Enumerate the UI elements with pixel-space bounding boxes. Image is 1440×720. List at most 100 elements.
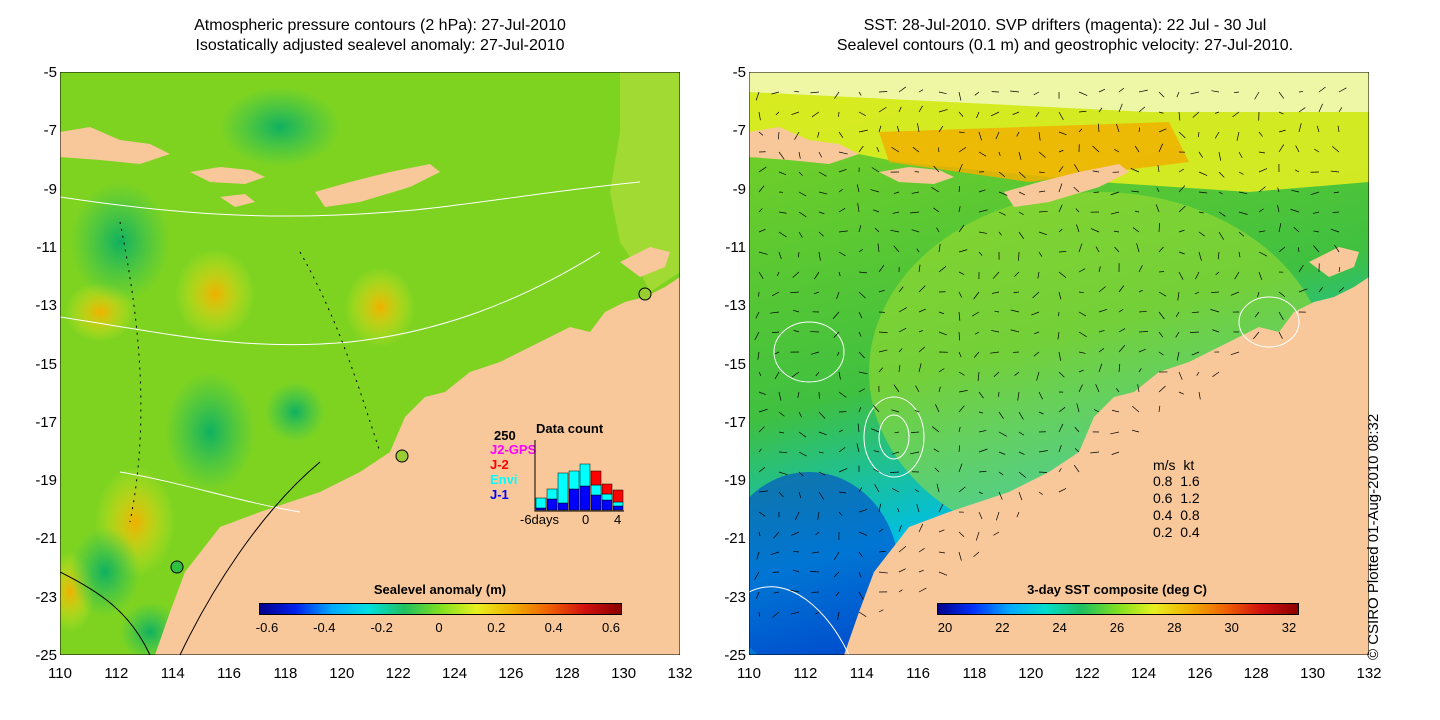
- velocity-arrow: [1035, 111, 1040, 118]
- velocity-arrow: [778, 231, 787, 238]
- velocity-arrow: [1195, 271, 1200, 280]
- velocity-arrow: [755, 591, 760, 599]
- velocity-arrow: [898, 327, 907, 333]
- velocity-arrow: [758, 408, 768, 413]
- velocity-arrow: [1076, 403, 1080, 413]
- latitude-tick-label: -23: [724, 588, 746, 606]
- latitude-tick-label: -11: [725, 238, 746, 256]
- velocity-arrow: [995, 131, 1000, 140]
- velocity-arrow: [1138, 331, 1148, 333]
- velocity-arrow: [838, 491, 847, 494]
- velocity-arrow: [1178, 251, 1185, 255]
- velocity-arrow: [1158, 405, 1161, 413]
- velocity-arrow: [878, 367, 884, 373]
- colorbar-tick-label: -0.2: [370, 620, 393, 635]
- velocity-arrow: [1038, 391, 1043, 400]
- velocity-arrow: [958, 390, 968, 393]
- latitude-tick-label: -25: [35, 647, 57, 664]
- velocity-arrow: [995, 511, 1000, 521]
- velocity-arrow: [758, 426, 765, 433]
- longitude-tick-label: 130: [611, 665, 637, 682]
- longitude-tick-label: 120: [1018, 665, 1044, 682]
- velocity-arrow: [1332, 211, 1340, 213]
- velocity-arrow: [1057, 331, 1060, 340]
- data-count-x-label: -6days: [520, 512, 560, 527]
- velocity-arrow: [1018, 151, 1022, 161]
- data-count-bar: [535, 497, 547, 509]
- velocity-arrow: [1198, 191, 1208, 194]
- velocity-arrow: [1278, 91, 1285, 99]
- velocity-arrow: [755, 91, 760, 101]
- velocity-arrow: [893, 191, 900, 194]
- velocity-arrow: [918, 569, 924, 573]
- velocity-arrow: [858, 91, 862, 96]
- velocity-arrow: [1098, 329, 1105, 333]
- velocity-arrow: [755, 311, 760, 319]
- velocity-arrow: [1194, 291, 1200, 295]
- velocity-arrow: [758, 467, 766, 473]
- data-count-bar: [590, 484, 602, 496]
- velocity-legend-row: 0.6 1.2: [1153, 490, 1200, 506]
- australia-landmass: [844, 277, 1369, 655]
- data-count-legend-item: J-1: [490, 487, 509, 502]
- velocity-arrow: [858, 331, 862, 337]
- data-count-bar: [601, 499, 613, 511]
- velocity-arrow: [1278, 111, 1284, 115]
- velocity-arrow: [758, 185, 765, 193]
- velocity-arrow: [1090, 228, 1100, 233]
- velocity-arrow: [958, 163, 963, 173]
- data-count-bar: [546, 488, 558, 500]
- velocity-arrow: [858, 311, 863, 319]
- velocity-arrow: [1058, 423, 1064, 433]
- colorbar-tick-label: 24: [1052, 620, 1067, 635]
- velocity-arrow: [798, 231, 803, 238]
- velocity-arrow: [1013, 291, 1020, 294]
- velocity-arrow: [1098, 363, 1103, 373]
- velocity-arrow: [754, 571, 760, 580]
- velocity-arrow: [1018, 411, 1024, 420]
- velocity-arrow: [1298, 288, 1308, 293]
- velocity-arrow: [758, 371, 762, 377]
- velocity-arrow: [973, 291, 980, 300]
- latitude-tick-label: -7: [732, 122, 746, 140]
- velocity-arrow: [1074, 448, 1080, 453]
- data-count-bar: [568, 470, 580, 490]
- data-count-title: Data count: [536, 421, 604, 436]
- velocity-arrow: [1058, 166, 1064, 173]
- velocity-arrow: [1130, 168, 1140, 173]
- velocity-arrow: [1111, 409, 1120, 413]
- velocity-arrow: [1278, 129, 1286, 133]
- latitude-tick-label: -13: [724, 297, 746, 315]
- velocity-arrow: [878, 289, 885, 293]
- data-count-bar: [557, 502, 569, 511]
- velocity-arrow: [973, 351, 980, 358]
- velocity-arrow: [810, 91, 820, 94]
- velocity-arrow: [835, 591, 840, 597]
- velocity-arrow: [1312, 211, 1320, 214]
- velocity-arrow: [873, 209, 880, 213]
- velocity-arrow: [870, 189, 880, 193]
- velocity-arrow: [998, 411, 1004, 419]
- velocity-arrow: [1038, 251, 1043, 257]
- velocity-arrow: [1118, 345, 1126, 353]
- velocity-arrow: [858, 248, 863, 253]
- velocity-arrow: [1318, 103, 1323, 113]
- velocity-arrow: [778, 431, 784, 434]
- velocity-arrow: [856, 443, 860, 453]
- velocity-arrow: [834, 551, 840, 560]
- velocity-arrow: [838, 188, 843, 193]
- velocity-arrow: [1218, 191, 1223, 195]
- velocity-arrow: [1278, 223, 1282, 233]
- velocity-arrow: [1294, 169, 1300, 173]
- velocity-arrow: [1291, 189, 1300, 193]
- colorbar-tick-label: 28: [1167, 620, 1182, 635]
- latitude-tick-label: -23: [35, 588, 57, 606]
- velocity-arrow: [858, 406, 862, 413]
- velocity-arrow: [898, 568, 906, 573]
- velocity-arrow: [798, 491, 802, 499]
- velocity-arrow: [832, 311, 840, 319]
- velocity-arrow: [871, 167, 880, 173]
- velocity-arrow: [936, 227, 940, 233]
- velocity-arrow: [1313, 230, 1320, 233]
- data-count-legend-item: J2-GPS: [490, 442, 537, 457]
